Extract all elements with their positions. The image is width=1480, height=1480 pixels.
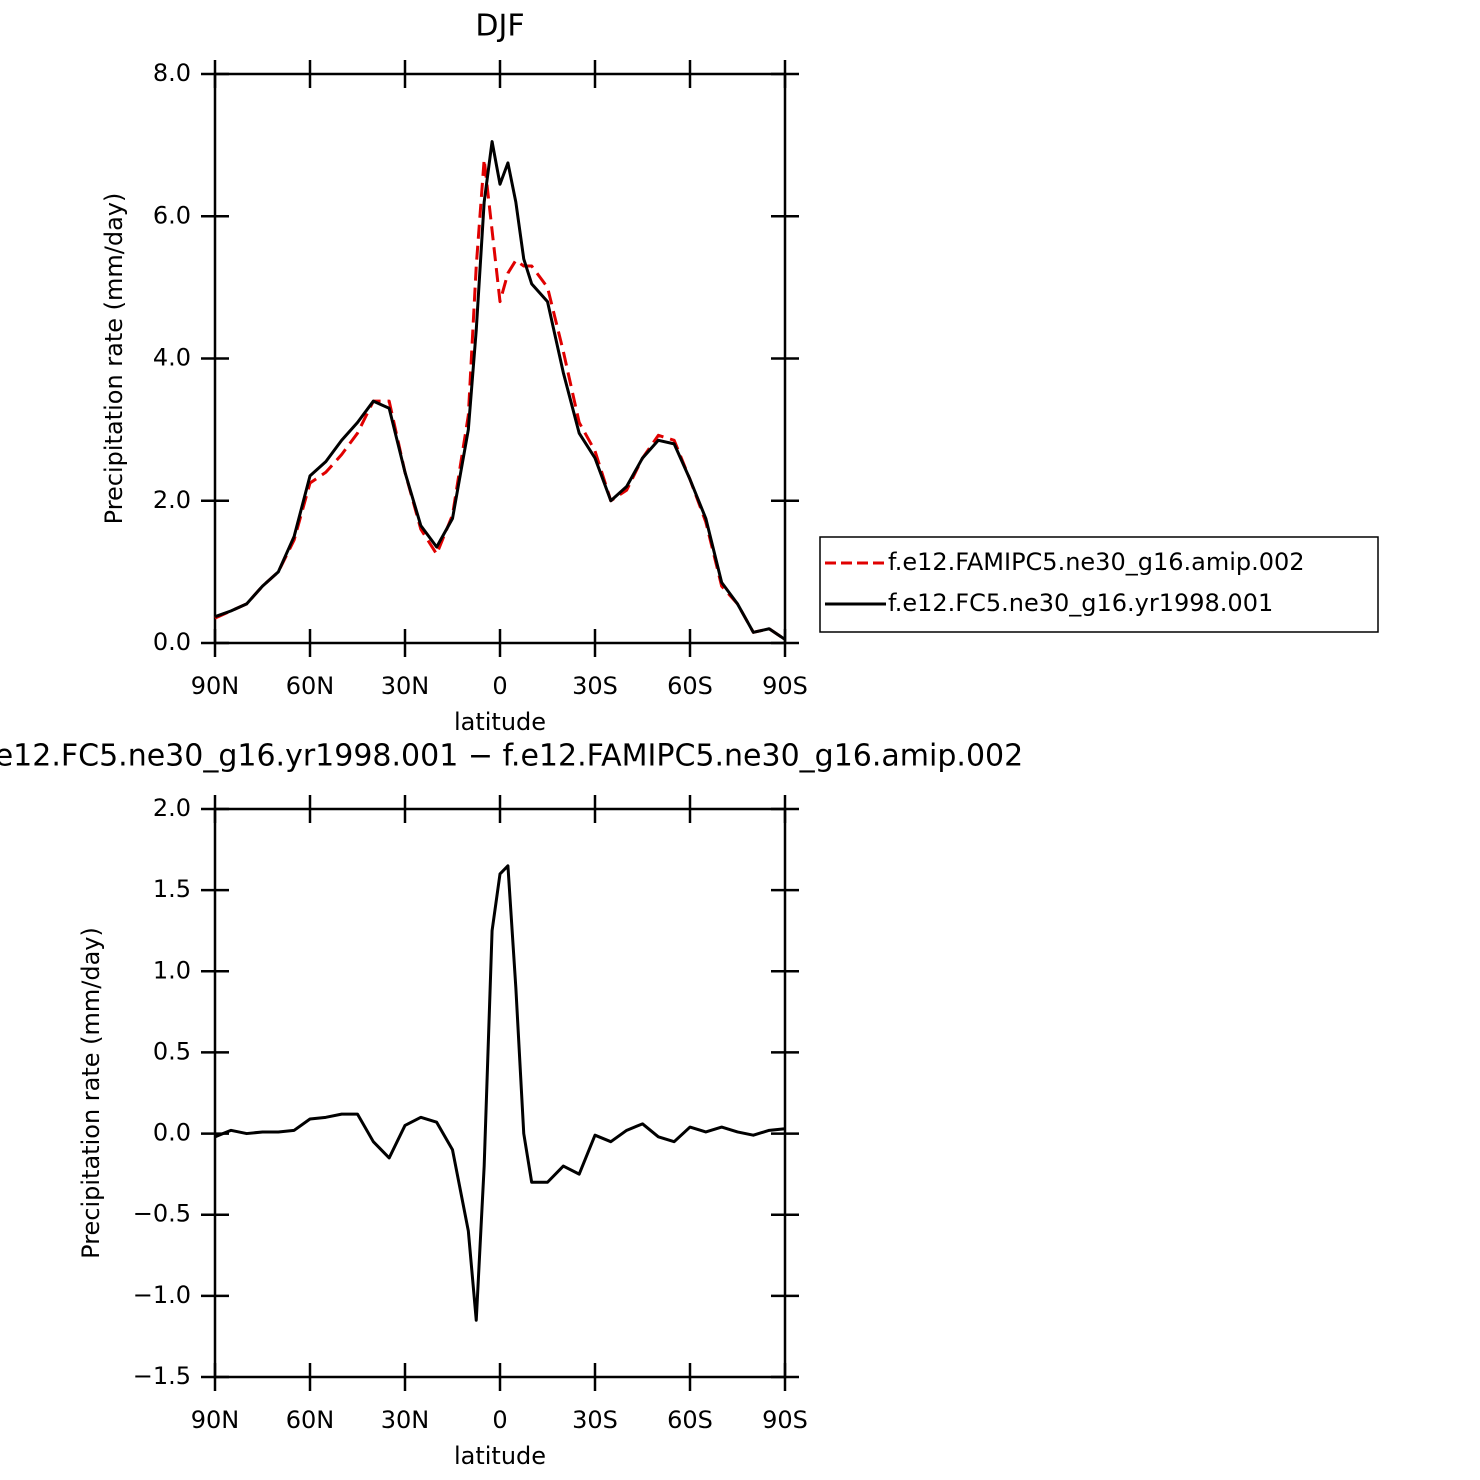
y-tick-label: 1.0 bbox=[153, 956, 191, 984]
legend-label: f.e12.FC5.ne30_g16.yr1998.001 bbox=[888, 589, 1273, 617]
x-tick-label: 90N bbox=[191, 672, 240, 700]
x-tick-label: 90S bbox=[762, 1406, 808, 1434]
x-tick-label: 60N bbox=[286, 1406, 335, 1434]
x-tick-label: 30S bbox=[572, 672, 618, 700]
x-axis-label: latitude bbox=[454, 1442, 546, 1470]
y-axis-label: Precipitation rate (mm/day) bbox=[100, 193, 128, 525]
x-tick-label: 30N bbox=[381, 1406, 430, 1434]
y-tick-label: 6.0 bbox=[153, 201, 191, 229]
y-tick-label: 2.0 bbox=[153, 794, 191, 822]
plot-frame bbox=[213, 807, 787, 1379]
y-axis-label: Precipitation rate (mm/day) bbox=[77, 927, 105, 1259]
x-tick-label: 60S bbox=[667, 672, 713, 700]
y-tick-label: 8.0 bbox=[153, 59, 191, 87]
x-tick-label: 30S bbox=[572, 1406, 618, 1434]
y-tick-label: 0.0 bbox=[153, 628, 191, 656]
y-tick-label: 0.0 bbox=[153, 1119, 191, 1147]
y-tick-label: 1.5 bbox=[153, 875, 191, 903]
chart-panel: 0.0 2.0 4.0 6.0 8.0 90N 60N 30N 0 30S 60S 90S DJF lat… bbox=[100, 9, 1379, 736]
x-tick-label: 30N bbox=[381, 672, 430, 700]
x-tick-label: 0 bbox=[492, 672, 507, 700]
y-tick-label: −0.5 bbox=[133, 1200, 191, 1228]
y-tick-label: 0.5 bbox=[153, 1037, 191, 1065]
legend-box bbox=[819, 536, 1379, 633]
x-tick-label: 60S bbox=[667, 1406, 713, 1434]
chart-title: f.e12.FC5.ne30_g16.yr1998.001 − f.e12.FA… bbox=[0, 739, 1023, 774]
chart-panel: −1.5 −1.0 −0.5 0.0 0.5 1.0 1.5 2.0 90N 60N 30N 0 30S… bbox=[0, 739, 1023, 1471]
plot-frame bbox=[213, 72, 787, 645]
x-axis-label: latitude bbox=[454, 708, 546, 736]
x-tick-label: 0 bbox=[492, 1406, 507, 1434]
y-tick-label: 4.0 bbox=[153, 344, 191, 372]
y-tick-label: 2.0 bbox=[153, 486, 191, 514]
x-tick-label: 90N bbox=[191, 1406, 240, 1434]
chart-title: DJF bbox=[475, 9, 524, 44]
series-line bbox=[214, 157, 786, 641]
series-line bbox=[214, 864, 786, 1322]
x-tick-label: 90S bbox=[762, 672, 808, 700]
series-line bbox=[214, 140, 786, 641]
legend-label: f.e12.FAMIPC5.ne30_g16.amip.002 bbox=[888, 548, 1305, 576]
y-tick-label: −1.5 bbox=[133, 1362, 191, 1390]
x-tick-label: 60N bbox=[286, 672, 335, 700]
y-tick-label: −1.0 bbox=[133, 1281, 191, 1309]
